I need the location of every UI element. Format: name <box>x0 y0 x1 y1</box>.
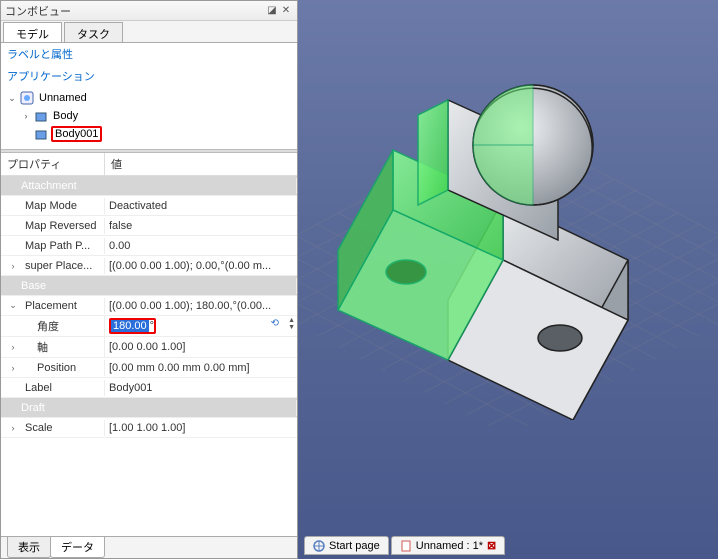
property-value[interactable]: [(0.00 0.00 1.00); 180.00,°(0.00... <box>105 298 297 314</box>
property-row[interactable]: Map Reversedfalse <box>1 216 297 236</box>
spinner-icon[interactable]: ▲▼ <box>288 317 295 331</box>
globe-icon <box>313 540 325 552</box>
property-value[interactable]: [0.00 0.00 1.00] <box>105 339 297 355</box>
property-name: ›super Place... <box>1 258 105 274</box>
property-name: Map Path P... <box>1 238 105 254</box>
tree-item-label: Body001 <box>51 126 102 142</box>
property-name: 角度 <box>1 316 105 336</box>
property-group-label: Base <box>1 278 297 294</box>
property-header: プロパティ 値 <box>1 153 297 176</box>
property-name: ›Position <box>1 360 105 376</box>
caret-down-icon[interactable]: ⌄ <box>5 93 19 104</box>
close-icon[interactable]: ⊠ <box>487 539 496 552</box>
property-row[interactable]: ⌄Placement[(0.00 0.00 1.00); 180.00,°(0.… <box>1 296 297 316</box>
doc-tab-label: Unnamed : 1* <box>416 540 483 552</box>
doc-tab-label: Start page <box>329 540 380 552</box>
property-group: Attachment <box>1 176 297 196</box>
expand-caret-icon[interactable]: › <box>7 261 19 271</box>
caret-right-icon[interactable]: › <box>19 111 33 121</box>
property-name: ⌄Placement <box>1 298 105 314</box>
property-value[interactable]: 0.00 <box>105 238 297 254</box>
body-icon <box>33 108 49 124</box>
tree-header-app: アプリケーション <box>1 65 297 87</box>
doc-tab-start[interactable]: Start page <box>304 536 389 555</box>
document-icon <box>400 540 412 552</box>
panel-titlebar: コンボビュー ◪ ✕ <box>1 1 297 21</box>
expand-caret-icon[interactable]: › <box>7 363 19 373</box>
property-row[interactable]: ›Scale[1.00 1.00 1.00] <box>1 418 297 438</box>
property-row[interactable]: 角度180.00°▲▼⟲ <box>1 316 297 337</box>
3d-viewport[interactable]: Start page Unnamed : 1* ⊠ <box>298 0 718 559</box>
property-value[interactable]: [(0.00 0.00 1.00); 0.00,°(0.00 m... <box>105 258 297 274</box>
close-icon[interactable]: ✕ <box>279 5 293 16</box>
property-row[interactable]: Map ModeDeactivated <box>1 196 297 216</box>
property-group-label: Draft <box>1 400 297 416</box>
expand-caret-icon[interactable]: › <box>7 423 19 433</box>
property-row[interactable]: ›super Place...[(0.00 0.00 1.00); 0.00,°… <box>1 256 297 276</box>
property-value[interactable]: 180.00°▲▼⟲ <box>105 316 297 336</box>
property-grid: AttachmentMap ModeDeactivatedMap Reverse… <box>1 176 297 536</box>
tree-item-body[interactable]: › Body <box>5 107 293 125</box>
property-name: Map Reversed <box>1 218 105 234</box>
property-col-name: プロパティ <box>1 153 105 175</box>
tab-model[interactable]: モデル <box>3 22 62 42</box>
property-name: Label <box>1 380 105 396</box>
property-value[interactable]: false <box>105 218 297 234</box>
model-tree: ⌄ Unnamed › Body Body001 <box>1 87 297 149</box>
property-value[interactable]: Body001 <box>105 380 297 396</box>
tree-item-label: Body <box>51 110 80 122</box>
tree-header-labels: ラベルと属性 <box>1 43 297 65</box>
tab-task[interactable]: タスク <box>64 22 123 42</box>
property-group-label: Attachment <box>1 178 297 194</box>
panel-title-text: コンボビュー <box>5 3 265 19</box>
property-name: ›軸 <box>1 337 105 357</box>
property-value[interactable]: [1.00 1.00 1.00] <box>105 420 297 436</box>
tree-root[interactable]: ⌄ Unnamed <box>5 89 293 107</box>
expand-caret-icon[interactable]: ⌄ <box>7 300 19 311</box>
expand-caret-icon[interactable]: › <box>7 342 19 352</box>
property-value[interactable]: [0.00 mm 0.00 mm 0.00 mm] <box>105 360 297 376</box>
property-value[interactable]: Deactivated <box>105 198 297 214</box>
top-tab-bar: モデル タスク <box>1 21 297 43</box>
tree-item-body001[interactable]: Body001 <box>5 125 293 143</box>
property-col-value: 値 <box>105 153 128 175</box>
property-row[interactable]: ›軸[0.00 0.00 1.00] <box>1 337 297 358</box>
tab-data[interactable]: データ <box>50 536 105 558</box>
document-tab-bar: Start page Unnamed : 1* ⊠ <box>304 536 505 555</box>
pin-icon[interactable]: ◪ <box>265 5 279 16</box>
property-group: Draft <box>1 398 297 418</box>
property-name: ›Scale <box>1 420 105 436</box>
3d-part <box>298 0 718 420</box>
document-icon <box>19 90 35 106</box>
property-row[interactable]: LabelBody001 <box>1 378 297 398</box>
tree-root-label: Unnamed <box>37 92 89 104</box>
reset-icon[interactable]: ⟲ <box>271 318 279 329</box>
property-row[interactable]: Map Path P...0.00 <box>1 236 297 256</box>
property-group: Base <box>1 276 297 296</box>
doc-tab-unnamed[interactable]: Unnamed : 1* ⊠ <box>391 536 505 555</box>
body-icon <box>33 126 49 142</box>
property-row[interactable]: ›Position[0.00 mm 0.00 mm 0.00 mm] <box>1 358 297 378</box>
property-name: Map Mode <box>1 198 105 214</box>
combo-view-panel: コンボビュー ◪ ✕ モデル タスク ラベルと属性 アプリケーション ⌄ Unn… <box>0 0 298 559</box>
bottom-tab-bar: 表示 データ <box>1 536 297 558</box>
tab-view[interactable]: 表示 <box>7 536 51 558</box>
